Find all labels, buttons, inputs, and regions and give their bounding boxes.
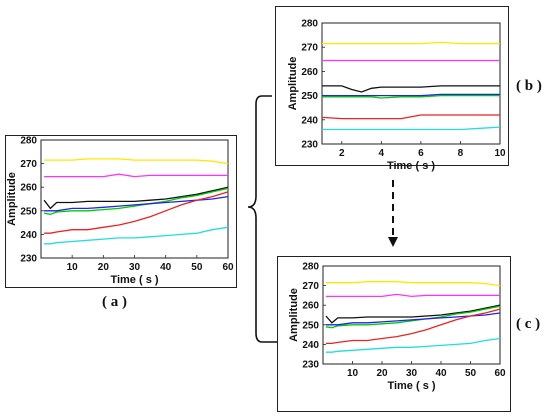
x-tick-label: 30: [406, 368, 418, 379]
x-tick-label: 60: [494, 368, 506, 379]
series-line-a-2: [44, 173, 228, 178]
y-tick-label: 260: [301, 67, 318, 78]
x-axis-label-a: Time ( s ): [110, 274, 158, 286]
x-axis-label-c: Time ( s ): [387, 380, 435, 392]
x-tick-label: 40: [435, 368, 447, 379]
y-tick-label: 230: [20, 254, 37, 265]
panel-label-c: ( c ): [516, 316, 541, 332]
y-tick-label: 260: [302, 301, 319, 312]
y-tick-label: 280: [301, 19, 318, 30]
series-line-c-6: [325, 308, 501, 345]
x-tick-label: 8: [458, 148, 464, 159]
brace-connector: [247, 95, 277, 343]
y-tick-label: 230: [302, 360, 319, 371]
x-tick-label: 50: [191, 262, 203, 273]
series-line-a-4: [43, 187, 229, 215]
x-tick-label: 40: [160, 262, 172, 273]
x-tick-label: 50: [465, 368, 477, 379]
y-tick-label: 270: [302, 281, 319, 292]
dashed-arrow-head: [388, 237, 398, 247]
y-tick-label: 240: [20, 230, 37, 241]
series-line-b-7: [322, 126, 501, 131]
y-tick-label: 270: [301, 43, 318, 54]
x-tick-label: 30: [129, 262, 141, 273]
series-line-b-1: [322, 41, 500, 45]
x-tick-label: 6: [418, 148, 424, 159]
x-tick-label: 20: [376, 368, 388, 379]
y-tick-label: 240: [301, 115, 318, 126]
y-tick-label: 270: [20, 159, 37, 170]
y-tick-label: 250: [301, 91, 318, 102]
x-tick-label: 10: [494, 148, 506, 159]
series-line-b-4: [322, 94, 500, 99]
series-line-c-7: [325, 337, 501, 353]
series-line-b-5: [322, 93, 500, 97]
series-line-c-1: [325, 281, 501, 287]
x-axis-label-b: Time ( s ): [387, 160, 435, 172]
y-tick-label: 240: [302, 340, 319, 351]
x-tick-label: 60: [222, 262, 234, 273]
x-tick-label: 4: [379, 148, 385, 159]
y-axis-label-c: Amplitude: [288, 288, 300, 342]
y-tick-label: 280: [302, 262, 319, 273]
series-line-c-2: [325, 293, 500, 298]
series-line-c-4: [325, 305, 501, 329]
y-axis-label-a: Amplitude: [6, 172, 18, 226]
series-line-b-3: [322, 85, 500, 93]
x-tick-label: 10: [347, 368, 359, 379]
series-line-a-1: [44, 158, 229, 165]
y-tick-label: 260: [20, 183, 37, 194]
y-axis-label-b: Amplitude: [287, 57, 299, 111]
series-line-a-6: [44, 191, 229, 234]
y-tick-label: 280: [20, 136, 37, 147]
series-line-c-3: [325, 304, 501, 324]
series-line-a-3: [43, 186, 229, 210]
panel-label-b: ( b ): [516, 78, 542, 94]
series-line-a-7: [44, 226, 229, 245]
x-tick-label: 2: [339, 148, 345, 159]
y-tick-label: 250: [302, 320, 319, 331]
y-tick-label: 250: [20, 206, 37, 217]
x-tick-label: 10: [67, 262, 79, 273]
y-tick-label: 230: [301, 140, 318, 151]
x-tick-label: 20: [98, 262, 110, 273]
series-line-b-6: [321, 114, 500, 120]
panel-label-a: ( a ): [102, 294, 127, 310]
